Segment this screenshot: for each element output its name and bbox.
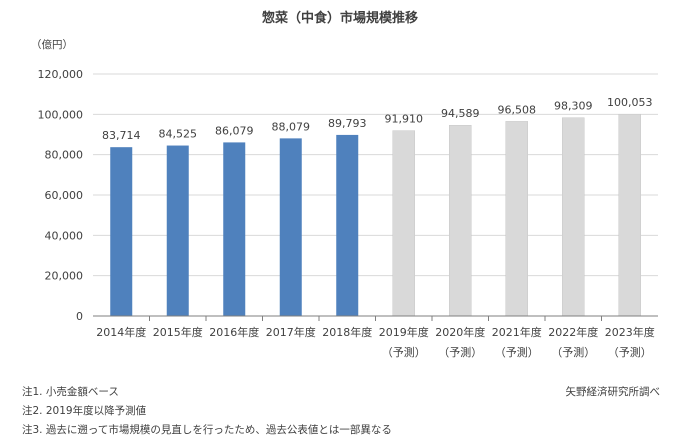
- x-tick-sublabel: （予測）: [382, 345, 426, 359]
- note-1: 注1. 小売金額ベース: [22, 386, 119, 398]
- x-tick-label: 2020年度: [435, 325, 485, 339]
- y-axis-unit-label: （億円）: [31, 38, 73, 51]
- data-label: 98,309: [554, 100, 593, 113]
- y-tick-label: 20,000: [45, 270, 84, 283]
- bar: [110, 147, 133, 316]
- note-2: 注2. 2019年度以降予測値: [22, 405, 147, 417]
- bar: [223, 142, 246, 316]
- x-tick-label: 2015年度: [153, 325, 203, 339]
- y-tick-label: 60,000: [45, 189, 84, 202]
- x-tick-label: 2022年度: [548, 325, 598, 339]
- data-label: 83,714: [102, 129, 141, 142]
- bar: [166, 145, 189, 316]
- x-axis-ticks: 2014年度 2015年度 2016年度 2017年度 2018年度 2019年度 （予測）…: [96, 316, 655, 359]
- data-label: 88,079: [272, 120, 311, 133]
- note-3: 注3. 過去に遡って市場規模の見直しを行ったため、過去公表値とは一部異なる: [22, 424, 392, 436]
- bars: [110, 113, 641, 317]
- data-labels: 83,714 84,525 86,079 88,079 89,793 91,910 94,5…: [102, 96, 653, 142]
- y-axis-ticks: 0 20,000 40,000 60,000 80,000 100,000 120,000: [38, 68, 84, 323]
- x-tick-label: 2017年度: [266, 325, 316, 339]
- data-label: 86,079: [215, 124, 254, 137]
- y-tick-label: 80,000: [45, 149, 84, 162]
- x-tick-label: 2023年度: [605, 325, 655, 339]
- data-label: 100,053: [607, 96, 653, 109]
- x-tick-label: 2016年度: [209, 325, 259, 339]
- source-label: 矢野経済研究所調べ: [565, 386, 661, 398]
- y-tick-label: 120,000: [38, 68, 84, 81]
- data-label: 84,525: [159, 128, 198, 141]
- bar: [618, 113, 641, 317]
- bar: [336, 134, 359, 316]
- y-tick-label: 100,000: [38, 108, 84, 121]
- x-tick-sublabel: （予測）: [495, 345, 539, 359]
- y-tick-label: 40,000: [45, 229, 84, 242]
- bar: [505, 121, 528, 317]
- chart-title: 惣菜（中食）市場規模推移: [262, 10, 418, 26]
- bar: [562, 117, 585, 317]
- bar: [279, 138, 302, 316]
- x-tick-label: 2019年度: [379, 325, 429, 339]
- x-tick-sublabel: （予測）: [438, 345, 482, 359]
- bar: [392, 130, 415, 317]
- data-label: 96,508: [498, 103, 537, 116]
- x-tick-sublabel: （予測）: [551, 345, 595, 359]
- x-tick-label: 2018年度: [322, 325, 372, 339]
- bar: [449, 124, 472, 317]
- data-label: 94,589: [441, 107, 480, 120]
- x-tick-label: 2014年度: [96, 325, 146, 339]
- x-tick-sublabel: （予測）: [608, 345, 652, 359]
- data-label: 89,793: [328, 117, 367, 130]
- x-tick-label: 2021年度: [492, 325, 542, 339]
- y-tick-label: 0: [76, 310, 83, 323]
- data-label: 91,910: [385, 113, 424, 126]
